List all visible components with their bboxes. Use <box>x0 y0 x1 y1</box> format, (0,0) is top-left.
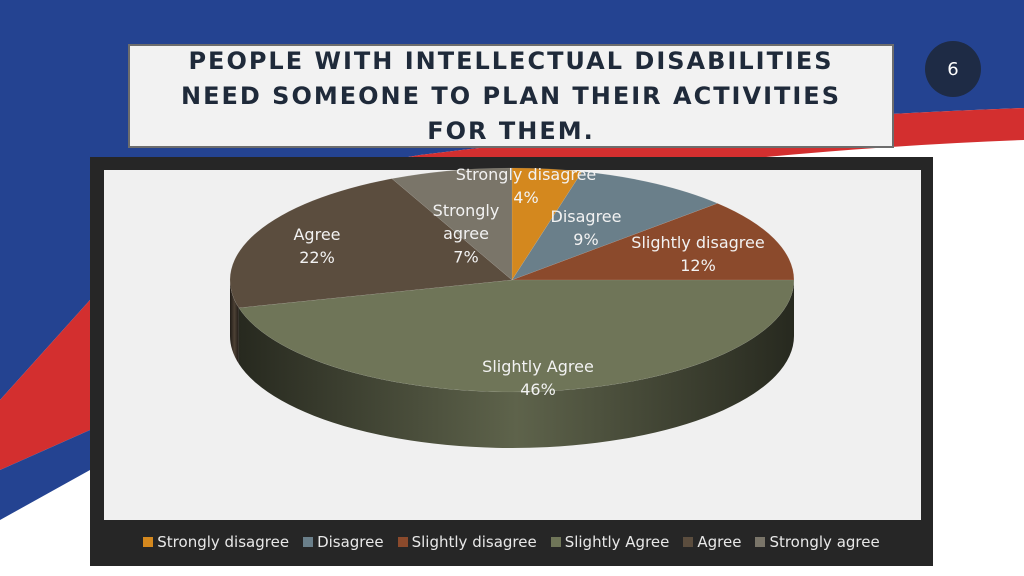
legend-label: Slightly disagree <box>411 533 537 551</box>
pie-slice-slightly-agree <box>238 279 795 393</box>
pie-slice-strongly-disagree <box>511 167 583 281</box>
pie-slice-strongly-agree <box>391 167 513 281</box>
legend-swatch <box>397 537 408 547</box>
title-box: PEOPLE WITH INTELLECTUAL DISABILITIES NE… <box>128 44 894 148</box>
legend-label: Disagree <box>317 533 384 551</box>
legend-item-agree: Agree <box>683 533 741 551</box>
pie-top-faces <box>229 167 795 393</box>
legend-item-strongly-disagree: Strongly disagree <box>143 533 289 551</box>
legend-item-disagree: Disagree <box>303 533 384 551</box>
chart-legend: Strongly disagree Disagree Slightly disagr… <box>90 528 933 556</box>
data-label-strongly-disagree: Strongly disagree 4% <box>456 165 597 207</box>
legend-label: Agree <box>697 533 742 551</box>
legend-label: Strongly agree <box>769 533 880 551</box>
pie-side-agree <box>230 280 239 364</box>
pie-data-labels: Strongly disagree 4%Disagree 9% Slightly di… <box>293 165 764 399</box>
legend-swatch <box>550 537 561 547</box>
data-label-agree: Agree 22% <box>293 225 340 267</box>
data-label-slightly-disagree: Slightly disagree 12% <box>631 233 764 275</box>
legend-swatch <box>755 537 766 547</box>
pie-side-slightly-agree <box>238 280 794 449</box>
data-label-strongly-agree: Strongly agree 7% <box>433 201 500 266</box>
legend-item-strongly-agree: Strongly agree <box>755 533 880 551</box>
slide-title: PEOPLE WITH INTELLECTUAL DISABILITIES NE… <box>181 46 841 145</box>
legend-swatch <box>303 537 314 547</box>
data-label-slightly-agree: Slightly Agree 46% <box>482 357 594 399</box>
pie-slice-slightly-disagree <box>511 203 795 281</box>
blue-lower-shape <box>0 430 90 520</box>
legend-label: Strongly disagree <box>157 533 290 551</box>
pie-side-walls <box>230 280 794 449</box>
data-label-disagree: Disagree 9% <box>551 207 622 249</box>
pie-slice-disagree <box>511 171 719 281</box>
legend-item-slightly-disagree: Slightly disagree <box>397 533 537 551</box>
legend-label: Slightly Agree <box>564 533 670 551</box>
pie-slice-agree <box>229 178 513 309</box>
legend-swatch <box>143 537 154 547</box>
page-number-badge: 6 <box>925 41 981 97</box>
legend-item-slightly-agree: Slightly Agree <box>550 533 670 551</box>
legend-swatch <box>683 537 694 547</box>
